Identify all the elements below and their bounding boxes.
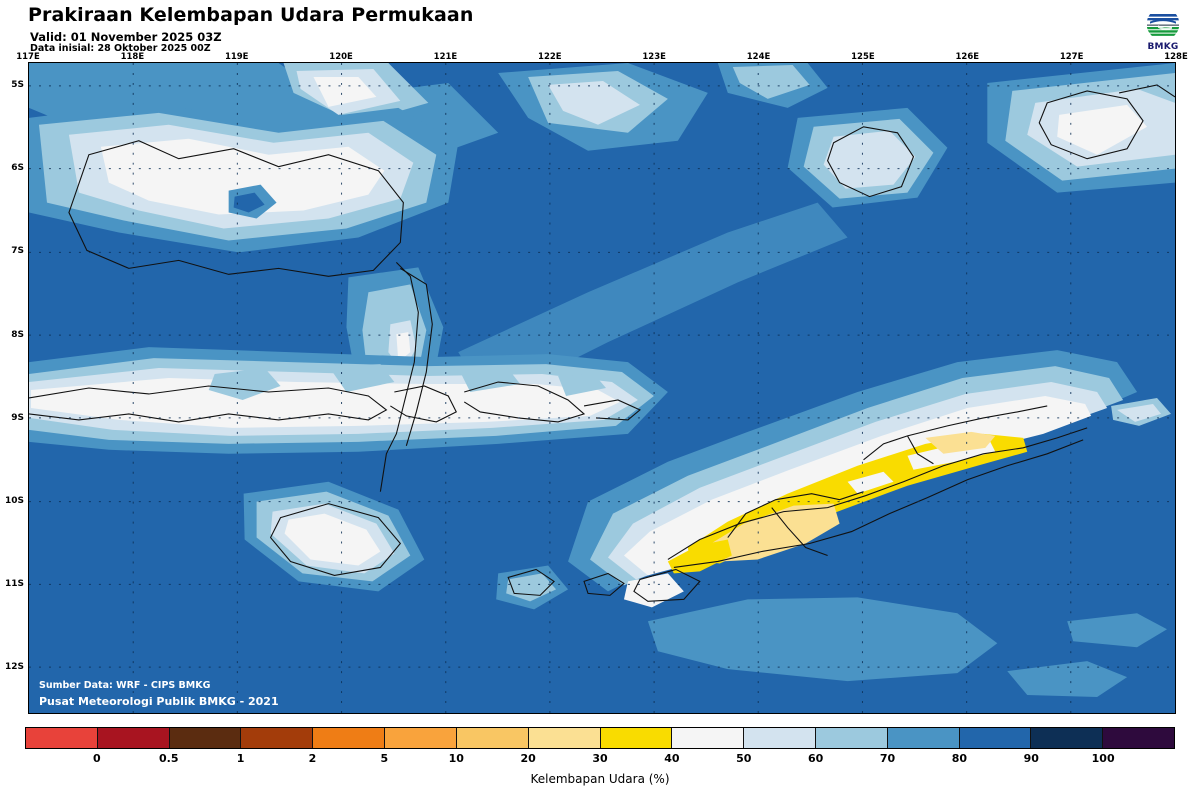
colorbar-tick-10: 10 <box>448 752 464 765</box>
page-title: Prakiraan Kelembapan Udara Permukaan <box>28 4 474 26</box>
colorbar-segment-14 <box>1031 728 1104 748</box>
lon-tick-123E: 123E <box>642 52 666 62</box>
lat-tick-7S: 7S <box>11 246 24 257</box>
colorbar-tick-20: 20 <box>520 752 536 765</box>
lon-tick-126E: 126E <box>955 52 980 62</box>
colorbar-tick-0: 0 <box>93 752 101 765</box>
colorbar-tick-90: 90 <box>1023 752 1039 765</box>
colorbar-tick-70: 70 <box>879 752 896 765</box>
humidity-contour-field <box>29 63 1175 713</box>
colorbar-segment-6 <box>456 728 529 748</box>
colorbar-segment-1 <box>97 728 170 748</box>
lat-tick-8S: 8S <box>11 329 24 340</box>
colorbar-segment-4 <box>313 728 386 748</box>
colorbar-segment-11 <box>815 728 888 748</box>
colorbar-segment-2 <box>169 728 242 748</box>
colorbar-label: Kelembapan Udara (%) <box>530 772 670 786</box>
lon-tick-118E: 118E <box>120 52 145 62</box>
lat-tick-11S: 11S <box>4 579 24 590</box>
colorbar-segment-8 <box>600 728 673 748</box>
valid-time-label: Valid: 01 November 2025 03Z <box>30 30 222 44</box>
colorbar-segment-0 <box>26 728 98 748</box>
colorbar[interactable] <box>25 727 1175 749</box>
lat-tick-6S: 6S <box>11 163 24 174</box>
lon-tick-128E: 128E <box>1164 52 1188 62</box>
colorbar-segment-7 <box>528 728 601 748</box>
colorbar-tick-80: 80 <box>951 752 968 765</box>
coastlines <box>29 84 1175 602</box>
lon-tick-117E: 117E <box>16 52 40 62</box>
map-plot-area[interactable]: Sumber Data: WRF - CIPS BMKG Pusat Meteo… <box>28 62 1176 714</box>
colorbar-tick-2: 2 <box>308 752 317 765</box>
colorbar-gradient[interactable] <box>25 727 1175 749</box>
colorbar-segment-15 <box>1103 728 1174 748</box>
lon-tick-120E: 120E <box>329 52 353 62</box>
colorbar-segment-3 <box>241 728 314 748</box>
bmkg-globe-icon <box>1145 6 1181 42</box>
colorbar-tick-5: 5 <box>380 752 389 765</box>
colorbar-tick-60: 60 <box>807 752 824 765</box>
colorbar-segment-9 <box>672 728 745 748</box>
colorbar-tick-1: 1 <box>236 752 245 765</box>
lat-tick-5S: 5S <box>11 80 24 90</box>
colorbar-tick-100: 100 <box>1091 752 1115 765</box>
lat-tick-10S: 10S <box>4 496 24 506</box>
lon-tick-124E: 124E <box>746 52 771 62</box>
lat-tick-9S: 9S <box>11 412 24 423</box>
lon-tick-127E: 127E <box>1059 52 1084 62</box>
bmkg-logo: BMKG <box>1137 6 1189 56</box>
humidity-bands <box>29 63 1175 698</box>
lon-tick-122E: 122E <box>538 52 562 62</box>
colorbar-segment-10 <box>744 728 816 748</box>
map-credit-org: Pusat Meteorologi Publik BMKG - 2021 <box>39 695 279 708</box>
lat-tick-12S: 12S <box>4 662 24 673</box>
colorbar-segment-13 <box>959 728 1032 748</box>
colorbar-tick-0.5: 0.5 <box>159 752 179 765</box>
colorbar-tick-50: 50 <box>736 752 752 765</box>
lon-tick-119E: 119E <box>224 52 249 62</box>
bmkg-logo-text: BMKG <box>1147 42 1179 52</box>
map-gridlines <box>29 63 1175 713</box>
map-credit-source: Sumber Data: WRF - CIPS BMKG <box>39 680 211 691</box>
colorbar-tick-40: 40 <box>664 752 680 765</box>
initial-data-label: Data inisial: 28 Oktober 2025 00Z <box>30 43 211 54</box>
lon-tick-125E: 125E <box>851 52 875 62</box>
colorbar-tick-30: 30 <box>592 752 608 765</box>
colorbar-segment-12 <box>887 728 960 748</box>
lon-tick-121E: 121E <box>433 52 458 62</box>
colorbar-segment-5 <box>385 728 457 748</box>
